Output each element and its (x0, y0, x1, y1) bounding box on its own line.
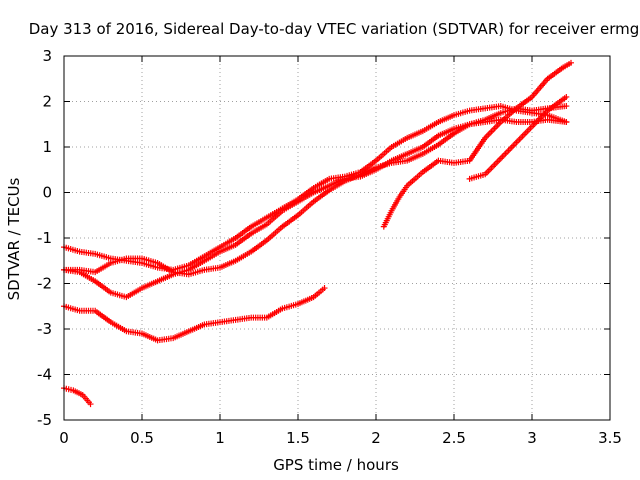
grid (64, 56, 610, 420)
y-tick-label: -5 (37, 411, 52, 429)
series-track-7 (466, 93, 570, 182)
axis-ticks: 0 0.5 1 1.5 2 2.5 3 3.5 -5 -4 -3 -2 -1 0 1 2 3 (37, 47, 622, 447)
x-tick-label: 3.5 (598, 429, 622, 447)
x-tick-label: 2 (371, 429, 381, 447)
chart-title: Day 313 of 2016, Sidereal Day-to-day VTE… (29, 20, 640, 38)
data-point (563, 118, 570, 125)
y-tick-label: -2 (37, 275, 52, 293)
y-tick-label: -3 (37, 320, 52, 338)
x-tick-label: 1 (215, 429, 225, 447)
series-track-3 (61, 116, 570, 278)
y-tick-label: -4 (37, 366, 52, 384)
y-axis-label: SDTVAR / TECUs (5, 177, 23, 300)
data-point (563, 103, 570, 110)
x-axis-label: GPS time / hours (273, 456, 399, 474)
x-tick-label: 3 (527, 429, 537, 447)
x-tick-label: 0 (59, 429, 69, 447)
plot-frame (63, 55, 611, 421)
x-tick-label: 1.5 (286, 429, 310, 447)
data-point (568, 59, 574, 66)
y-tick-label: 0 (42, 184, 52, 202)
data-point (321, 285, 328, 292)
series-track-6 (380, 59, 574, 230)
y-tick-label: -1 (37, 229, 52, 247)
data-marks (61, 59, 574, 408)
x-tick-label: 0.5 (130, 429, 154, 447)
data-point (563, 93, 570, 100)
series-track-4 (61, 285, 328, 344)
series-track-5 (61, 385, 94, 408)
y-tick-label: 2 (42, 93, 52, 111)
data-point (87, 401, 94, 408)
x-tick-label: 2.5 (442, 429, 466, 447)
y-tick-label: 1 (42, 138, 52, 156)
y-tick-label: 3 (42, 47, 52, 65)
